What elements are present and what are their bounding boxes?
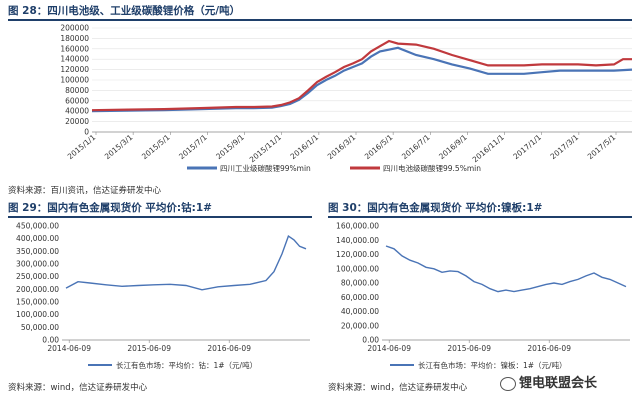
fig28-x-tick-label: 2015/11/1 (248, 132, 283, 164)
fig30-legend-label: 长江有色市场：平均价：镍板：1#（元/吨） (418, 360, 567, 370)
fig30-y-tick-label: 160,000.00 (336, 222, 379, 231)
fig30-x-tick-label: 2016-06-09 (527, 344, 571, 353)
fig29-y-tick-label: 200,000.00 (16, 285, 59, 294)
fig28-y-tick-label: 60000 (65, 96, 89, 105)
fig28-y-tick-label: 180000 (60, 34, 89, 43)
fig28-y-tick-label: 80000 (65, 86, 89, 95)
fig30-source: 资料来源：wind，信达证券研发中心 (328, 383, 468, 393)
fig30-y-tick-label: 140,000.00 (336, 236, 379, 245)
fig30-x-tick-label: 2014-06-09 (367, 344, 411, 353)
fig30-y-tick-label: 20,000.00 (341, 321, 379, 330)
fig28-y-tick-label: 200000 (60, 24, 89, 33)
fig30-rule (328, 216, 632, 218)
fig28-x-tick-label: 2016/5/1 (363, 132, 395, 161)
fig29-y-tick-label: 400,000.00 (16, 234, 59, 243)
fig30-y-tick-label: 100,000.00 (336, 264, 379, 273)
fig29-series-cobalt-line (65, 235, 307, 291)
fig28-title: 图 28：四川电池级、工业级碳酸锂价格（元/吨） (8, 5, 241, 17)
fig28-y-tick-label: 120000 (60, 65, 89, 74)
fig30-y-tick-label: 40,000.00 (341, 307, 379, 316)
fig29-x-tick-label: 2015-06-09 (127, 344, 171, 353)
fig30-y-tick-label: 60,000.00 (341, 293, 379, 302)
fig29-y-tick-label: 300,000.00 (16, 260, 59, 269)
fig29-y-tick-label: 150,000.00 (16, 298, 59, 307)
fig28-series-industrial-line (91, 46, 633, 113)
fig28-x-tick-label: 2017/3/1 (549, 132, 581, 161)
fig28-x-tick-label: 2017/1/1 (511, 132, 543, 161)
fig28-source: 资料来源：百川资讯，信达证券研发中心 (8, 186, 162, 196)
fig28-series-battery-line (91, 39, 632, 112)
fig28-legend: 四川工业级碳酸锂99%min 四川电池级碳酸锂99.5%min (187, 163, 481, 173)
fig28-y-tick-label: 20000 (65, 117, 89, 126)
fig28-x-tick-label: 2015/1/1 (66, 132, 98, 161)
fig28-x-tick-label: 2016/3/1 (326, 132, 358, 161)
fig30-legend: 长江有色市场：平均价：镍板：1#（元/吨） (390, 360, 567, 370)
fig28-y-tick-label: 40000 (65, 107, 89, 116)
fig29-legend-label: 长江有色市场：平均价：钴：1#（元/吨） (116, 360, 257, 370)
fig28-x-tick-label: 2016/1/1 (289, 132, 321, 161)
fig30-y-tick-label: 0.00 (362, 336, 379, 345)
watermark-text: 锂电联盟会长 (519, 376, 598, 391)
fig28-x-tick-label: 2015/9/1 (214, 132, 246, 161)
fig29-y-tick-label: 0.00 (42, 336, 59, 345)
fig29-legend: 长江有色市场：平均价：钴：1#（元/吨） (88, 360, 257, 370)
fig29-title: 图 29：国内有色金属现货价 平均价:钴:1# (8, 202, 212, 214)
watermark: 锂电联盟会长 (500, 372, 597, 391)
fig28-x-tick-label: 2015/7/1 (177, 132, 209, 161)
fig28-y-tick-label: 0 (84, 128, 89, 137)
fig30-title: 图 30：国内有色金属现货价 平均价:镍板:1# (328, 202, 543, 214)
fig29-y-tick-label: 100,000.00 (16, 310, 59, 319)
fig28-rule (8, 19, 632, 21)
fig28-x-tick-label: 2015/3/1 (103, 132, 135, 161)
fig29-rule (8, 216, 312, 218)
fig30-y-tick-label: 120,000.00 (336, 250, 379, 259)
fig29-y-tick-label: 250,000.00 (16, 272, 59, 281)
fig30-x-tick-label: 2015-06-09 (447, 344, 491, 353)
fig28-x-tick-label: 2016/11/1 (471, 132, 506, 164)
fig28-y-tick-label: 160000 (60, 44, 89, 53)
fig28-x-tick-label: 2015/5/1 (140, 132, 172, 161)
fig28-x-tick-label: 2016/9/1 (437, 132, 469, 161)
fig29-x-tick-label: 2014-06-09 (47, 344, 91, 353)
fig29-y-tick-label: 50,000.00 (21, 323, 59, 332)
fig28-legend-industrial-label: 四川工业级碳酸锂99%min (220, 163, 311, 173)
fig29-source: 资料来源：wind，信达证券研发中心 (8, 383, 148, 393)
fig29-chart: 0.00 50,000.00 100,000.00 150,000.00 200,000… (16, 222, 310, 370)
fig28-x-tick-label: 2016/7/1 (400, 132, 432, 161)
fig30-series-nickel-line (385, 245, 627, 293)
fig28-x-tick-label: 2017/5/1 (586, 132, 618, 161)
fig28-legend-battery-label: 四川电池级碳酸锂99.5%min (383, 163, 481, 173)
wechat-icon (500, 376, 516, 391)
fig28-y-tick-label: 100000 (60, 76, 89, 85)
fig29-x-tick-label: 2016-06-09 (207, 344, 251, 353)
fig29-y-tick-label: 450,000.00 (16, 222, 59, 231)
fig29-y-tick-label: 350,000.00 (16, 247, 59, 256)
fig30-chart: 0.00 20,000.00 40,000.00 60,000.00 80,000.00… (336, 222, 630, 370)
fig30-y-tick-label: 80,000.00 (341, 279, 379, 288)
fig28-y-tick-label: 140000 (60, 55, 89, 64)
